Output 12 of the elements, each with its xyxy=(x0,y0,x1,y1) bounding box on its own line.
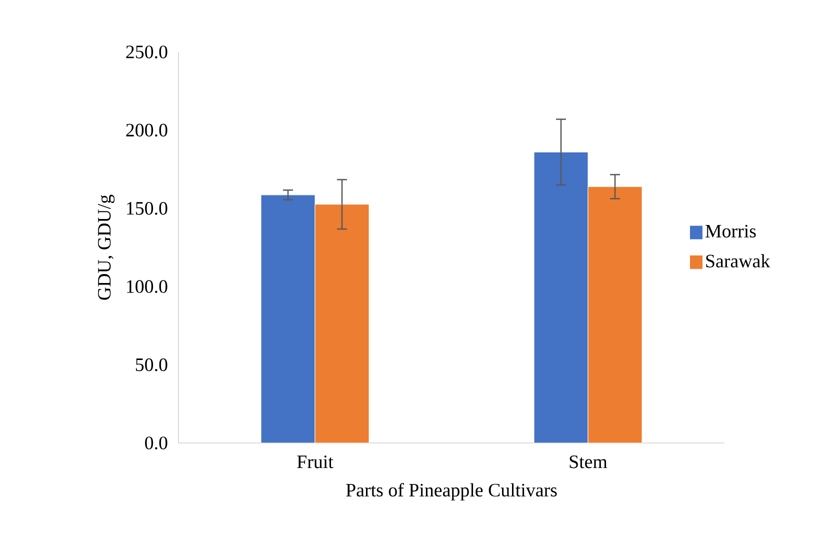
legend-label: Morris xyxy=(706,224,756,238)
y-tick-label: 0.0 xyxy=(145,436,168,450)
x-axis-title: Parts of Pineapple Cultivars xyxy=(346,483,557,500)
y-tick-label: 200.0 xyxy=(126,124,168,137)
y-axis-title: GDU, GDU/g xyxy=(98,194,115,300)
x-tick-label: Fruit xyxy=(297,455,334,468)
y-tick-label: 50.0 xyxy=(136,358,168,372)
y-tick-label: 250.0 xyxy=(126,46,168,58)
legend-label: Sarawak xyxy=(706,254,770,268)
x-tick-label: Stem xyxy=(570,455,608,468)
y-tick-label: 100.0 xyxy=(127,280,168,294)
y-tick-label: 150.0 xyxy=(127,202,168,215)
